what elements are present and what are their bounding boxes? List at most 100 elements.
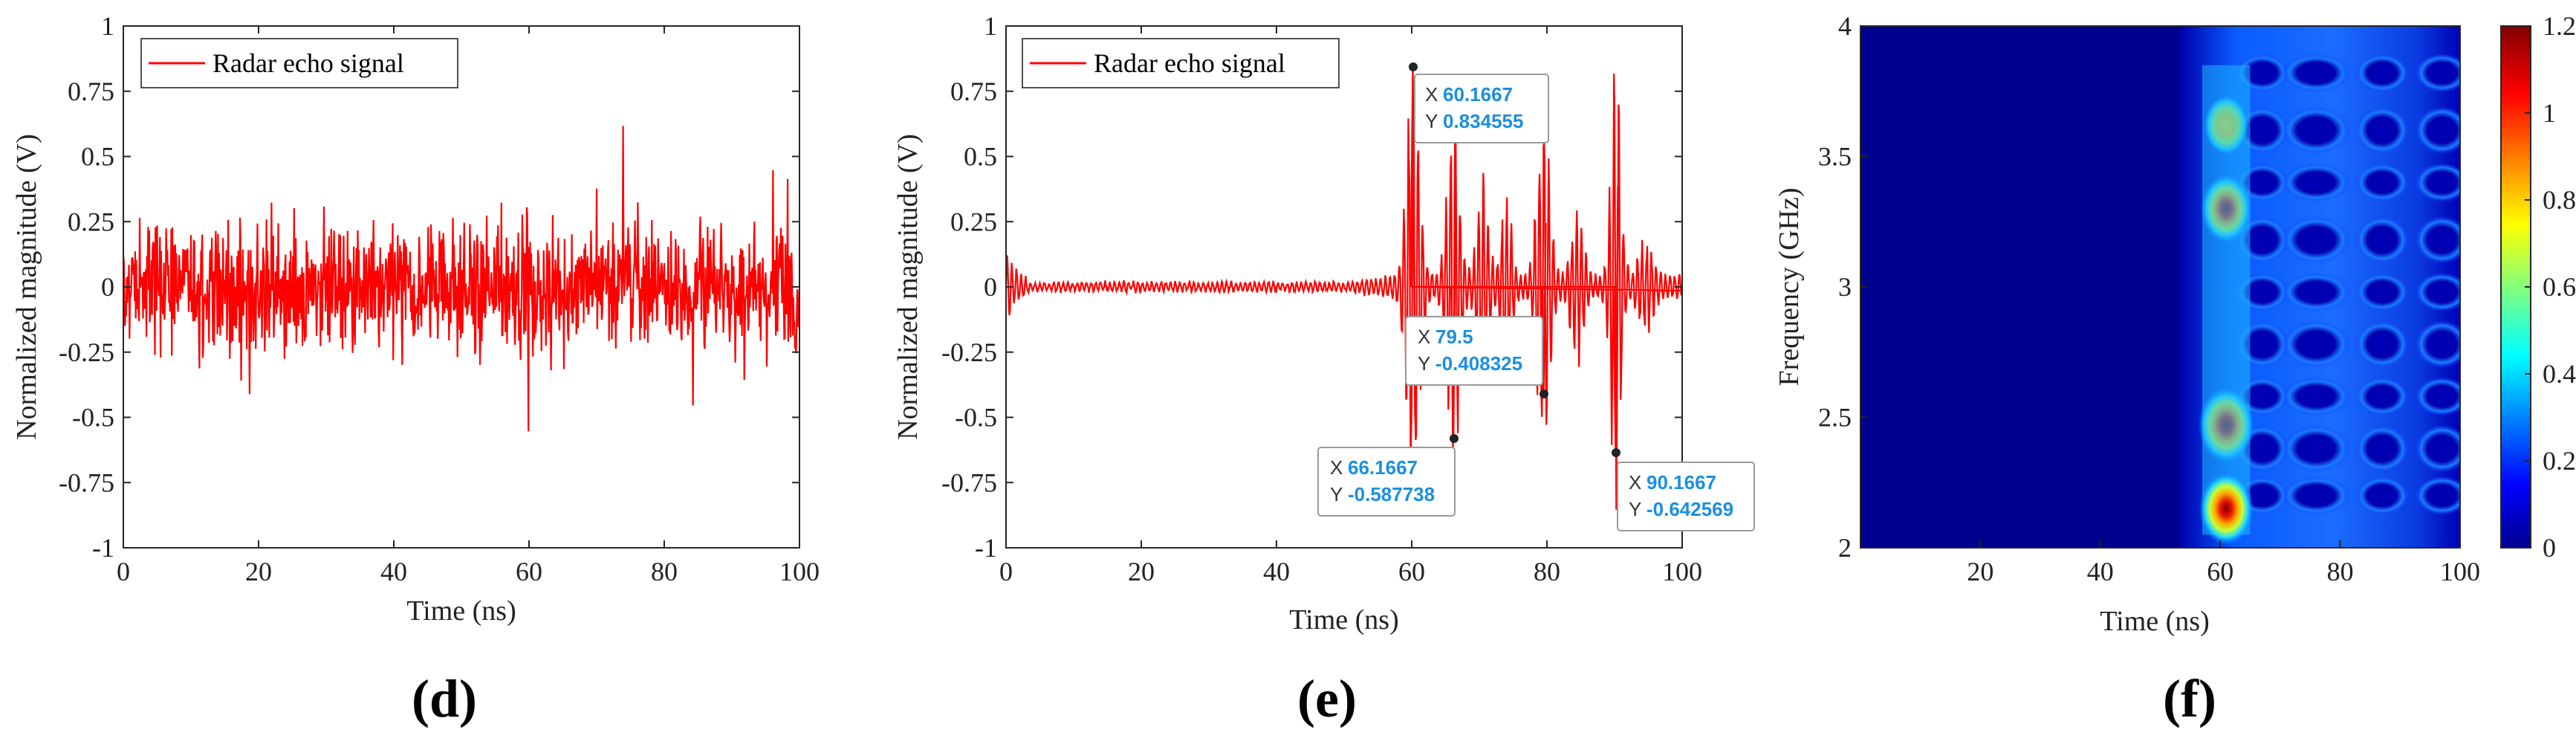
panel-d-legend-label: Radar echo signal <box>212 48 404 78</box>
panel-f-x-tick-label: 80 <box>2327 557 2354 586</box>
datatip-1-box <box>1414 74 1549 143</box>
heatmap-ring <box>2355 320 2410 369</box>
heatmap-ring <box>2355 106 2410 155</box>
panel-f-ylabel: Frequency (GHz) <box>1774 188 1805 386</box>
datatip-1-marker[interactable] <box>1409 62 1418 71</box>
datatip-4-marker[interactable] <box>1612 448 1620 457</box>
heatmap-ring <box>2282 424 2351 473</box>
datatip-1[interactable]: X 60.1667 Y 0.834555 <box>1409 62 1549 143</box>
colorbar: 0 0.2 0.4 0.6 0.8 1 1.2 <box>2500 11 2576 563</box>
panel-e-x-tick-label: 40 <box>1263 557 1290 586</box>
panel-f-x-tick-label: 100 <box>2440 557 2480 586</box>
datatip-4-x-key: X <box>1629 471 1641 494</box>
panel-e: 0 20 40 60 80 100 -1 -0.75 -0.5 -0.25 0 0.25 0.5 0.7… <box>892 11 1755 728</box>
heatmap-ring <box>2282 320 2351 369</box>
panel-f-y-tick-label: 2 <box>1838 533 1852 563</box>
panel-e-x-tick-label: 60 <box>1398 557 1425 586</box>
panel-f-y-ticks: 2 2.5 3 3.5 4 <box>1818 11 1868 563</box>
heatmap-ring <box>2415 106 2460 155</box>
colorbar-tick-label: 0.8 <box>2543 185 2576 215</box>
panel-d-x-tick-label: 100 <box>779 557 820 586</box>
heatmap-hotspot-1 <box>2199 471 2254 546</box>
panel-d-y-tick-label: -1 <box>92 533 114 563</box>
panel-f-x-ticks: 20 40 60 80 100 <box>1967 540 2480 586</box>
datatip-3-marker[interactable] <box>1450 434 1459 443</box>
colorbar-tick-label: 1 <box>2543 98 2556 128</box>
panel-e-x-tick-label: 80 <box>1534 557 1560 586</box>
panel-d-y-tick-label: -0.75 <box>59 468 114 497</box>
panel-e-x-tick-label: 20 <box>1128 557 1155 586</box>
panel-d-x-tick-label: 40 <box>380 557 407 586</box>
panel-d-y-tick-label: 0.25 <box>68 207 114 236</box>
panel-d-legend: Radar echo signal <box>140 38 458 88</box>
panel-e-x-ticks: 0 20 40 60 80 100 <box>999 26 1702 586</box>
panel-d-y-ticks: -1 -0.75 -0.5 -0.25 0 0.25 0.5 0.75 1 <box>59 11 799 563</box>
panel-d-x-tick-label: 80 <box>651 557 678 586</box>
panel-d-label: (d) <box>412 669 477 728</box>
heatmap-ring <box>2355 476 2410 515</box>
panel-d-ylabel: Normalized magnitude (V) <box>11 134 42 440</box>
datatip-4-x-value: 90.1667 <box>1647 471 1716 494</box>
colorbar-tick-label: 0.2 <box>2543 446 2576 476</box>
panel-d-y-tick-label: 1 <box>101 11 114 41</box>
heatmap-ring <box>2282 54 2351 93</box>
datatip-3-box <box>1317 447 1456 517</box>
heatmap-ring <box>2355 377 2410 416</box>
datatip-1-y-value: 0.834555 <box>1443 110 1523 132</box>
panel-e-y-tick-label: 0 <box>984 272 997 302</box>
heatmap-ring <box>2355 216 2410 264</box>
datatip-1-x-value: 60.1667 <box>1443 83 1513 106</box>
panel-d-y-tick-label: 0.75 <box>68 77 114 106</box>
panel-e-signal-line <box>1005 74 1684 510</box>
colorbar-ticks: 0 0.2 0.4 0.6 0.8 1 1.2 <box>2525 11 2576 563</box>
panel-e-ylabel: Normalized magnitude (V) <box>892 134 924 440</box>
panel-e-legend-label: Radar echo signal <box>1094 48 1285 78</box>
heatmap-ring <box>2282 377 2351 416</box>
datatip-2-marker[interactable] <box>1540 389 1548 398</box>
panel-d-xlabel: Time (ns) <box>406 595 516 627</box>
panel-e-y-tick-label: 0.25 <box>950 207 997 236</box>
panel-f-y-tick-label: 3.5 <box>1818 142 1852 172</box>
datatip-4-box <box>1617 462 1755 531</box>
panel-f: 20 40 60 80 100 2 2.5 3 3.5 4 Time (ns) Frequenc… <box>1774 11 2576 728</box>
datatip-3-x-value: 66.1667 <box>1348 456 1418 479</box>
panel-d-x-tick-label: 60 <box>516 557 542 586</box>
panel-e-y-tick-label: 0.75 <box>950 77 997 106</box>
panel-d-x-ticks: 0 20 40 60 80 100 <box>117 26 820 586</box>
datatip-3-y-value: -0.587738 <box>1348 483 1435 505</box>
panel-f-y-tick-label: 2.5 <box>1818 403 1852 433</box>
panel-d-signal-line <box>122 126 801 432</box>
heatmap-ring <box>2282 163 2351 202</box>
panel-e-xlabel: Time (ns) <box>1289 604 1398 635</box>
heatmap-ring <box>2355 163 2410 202</box>
panel-d: 0 20 40 60 80 100 -1 -0.75 -0.5 -0.25 0 0.25 0.5 0.7… <box>11 11 820 728</box>
panel-e-y-tick-label: -0.75 <box>941 468 997 497</box>
panel-f-xlabel: Time (ns) <box>2100 606 2209 637</box>
datatip-1-x-key: X <box>1425 83 1438 106</box>
datatip-4-y-key: Y <box>1629 498 1641 520</box>
datatip-2-y-key: Y <box>1418 352 1430 375</box>
heatmap-ring <box>2415 320 2460 369</box>
datatip-2-x-key: X <box>1418 326 1430 348</box>
colorbar-tick-label: 0.6 <box>2543 272 2576 302</box>
datatip-2[interactable]: X 79.5 Y -0.408325 <box>1405 316 1548 398</box>
heatmap-ring <box>2282 216 2351 264</box>
heatmap-ring <box>2282 106 2351 155</box>
panel-e-y-tick-label: 0.5 <box>964 142 997 172</box>
panel-f-y-tick-label: 4 <box>1838 11 1852 41</box>
colorbar-tick-label: 0.4 <box>2543 359 2576 389</box>
datatip-3-y-key: Y <box>1330 483 1343 505</box>
panel-f-y-tick-label: 3 <box>1838 272 1852 302</box>
datatip-3[interactable]: X 66.1667 Y -0.587738 <box>1317 434 1459 517</box>
heatmap-ring <box>2355 273 2410 312</box>
datatip-4[interactable]: X 90.1667 Y -0.642569 <box>1612 448 1755 531</box>
datatip-1-y-key: Y <box>1425 110 1438 132</box>
heatmap-ring <box>2415 273 2460 312</box>
datatip-2-box <box>1405 316 1543 386</box>
heatmap-ring <box>2282 476 2351 515</box>
panel-d-x-tick-label: 0 <box>117 557 130 586</box>
datatip-4-y-value: -0.642569 <box>1647 498 1733 520</box>
heatmap-ring <box>2415 424 2460 473</box>
panel-e-y-ticks: -1 -0.75 -0.5 -0.25 0 0.25 0.5 0.75 1 <box>941 11 1682 563</box>
